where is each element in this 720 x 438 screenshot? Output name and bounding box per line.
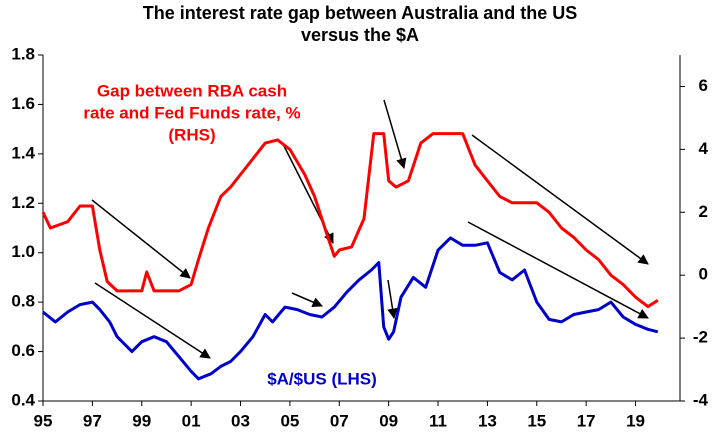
x-tick-label: 03 <box>231 411 250 430</box>
arrow <box>387 279 398 320</box>
x-tick-label: 07 <box>330 411 349 430</box>
y2-tick-label: 0 <box>699 265 708 284</box>
x-tick-label: 15 <box>527 411 546 430</box>
arrow <box>91 199 191 279</box>
x-tick-label: 95 <box>34 411 53 430</box>
annotation: Gap between RBA cash <box>97 81 287 100</box>
chart-title: The interest rate gap between Australia … <box>143 3 577 23</box>
annotation: (RHS) <box>168 125 215 144</box>
x-tick-label: 13 <box>478 411 497 430</box>
x-tick-label: 01 <box>182 411 201 430</box>
arrow <box>383 99 407 170</box>
y-tick-label: 1.2 <box>11 193 35 212</box>
y2-tick-label: -4 <box>693 390 709 409</box>
annotation: rate and Fed Funds rate, % <box>83 103 300 122</box>
x-tick-label: 05 <box>280 411 299 430</box>
y-tick-label: 0.4 <box>11 390 35 409</box>
y2-tick-label: -2 <box>693 328 708 347</box>
x-tick-label: 19 <box>626 411 645 430</box>
y2-tick-label: 4 <box>699 139 709 158</box>
arrow <box>471 134 649 265</box>
y-tick-label: 0.6 <box>11 341 35 360</box>
chart-title: versus the $A <box>301 25 419 45</box>
x-tick-label: 97 <box>83 411 102 430</box>
y-tick-label: 1.8 <box>11 44 35 63</box>
arrow <box>291 292 323 308</box>
x-tick-label: 11 <box>429 411 447 430</box>
arrow <box>467 221 649 319</box>
x-tick-label: 09 <box>379 411 398 430</box>
x-tick-label: 17 <box>577 411 596 430</box>
y2-tick-label: 6 <box>699 76 708 95</box>
y-tick-label: 1.6 <box>11 94 35 113</box>
y-tick-label: 1.0 <box>11 242 35 261</box>
series-line <box>41 132 659 309</box>
x-tick-label: 99 <box>132 411 151 430</box>
arrow <box>94 282 211 359</box>
y-tick-label: 0.8 <box>11 292 35 311</box>
y-tick-label: 1.4 <box>11 143 35 162</box>
series-line <box>42 236 659 381</box>
y2-tick-label: 2 <box>699 202 708 221</box>
annotation: $A/$US (LHS) <box>267 369 377 388</box>
arrows <box>91 99 649 359</box>
